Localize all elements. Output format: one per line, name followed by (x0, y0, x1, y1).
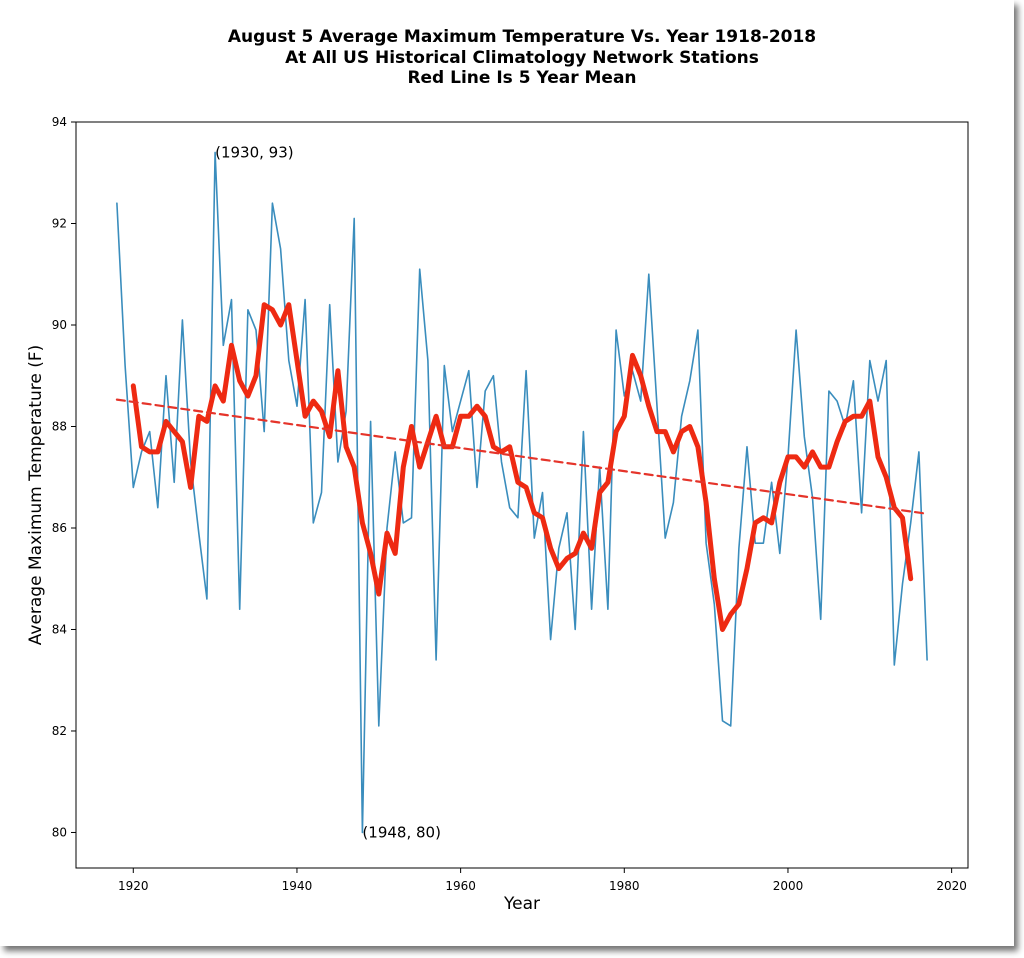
y-tick-label: 84 (52, 622, 67, 636)
annotation-layer: (1930, 93) (1948, 80) (215, 143, 441, 841)
title-line-3: Red Line Is 5 Year Mean (407, 68, 637, 88)
x-tick-label: 2020 (936, 879, 967, 893)
series-layer (115, 151, 929, 834)
y-tick-label: 92 (52, 216, 67, 230)
title-line-2: At All US Historical Climatology Network… (285, 47, 759, 68)
annual-temperature-line (116, 151, 928, 834)
chart-title: August 5 Average Maximum Temperature Vs.… (0, 27, 1024, 89)
annotation-label: (1930, 93) (215, 143, 294, 161)
x-tick-label: 2000 (773, 879, 804, 893)
x-tick-label: 1980 (609, 879, 640, 893)
trend-line (115, 398, 929, 515)
y-tick-label: 80 (52, 825, 67, 839)
x-axis-label: Year (503, 894, 540, 914)
annotation-label: (1948, 80) (362, 823, 441, 841)
y-tick-label: 94 (52, 115, 67, 129)
figure-frame (0, 0, 1014, 946)
axes-layer: 1920 1940 1960 1980 2000 2020 80 82 84 86 88 90 92 94 (52, 115, 967, 893)
x-tick-label: 1920 (118, 879, 149, 893)
plot-area-border (75, 121, 969, 869)
y-axis-label: Average Maximum Temperature (F) (26, 345, 46, 646)
title-line-1: August 5 Average Maximum Temperature Vs.… (227, 27, 817, 47)
x-tick-label: 1960 (445, 879, 476, 893)
y-tick-label: 90 (52, 318, 67, 332)
y-tick-label: 82 (52, 724, 67, 738)
x-tick-label: 1940 (282, 879, 313, 893)
y-tick-label: 88 (52, 419, 67, 433)
y-tick-label: 86 (52, 521, 67, 535)
five-year-mean-line (130, 302, 914, 632)
